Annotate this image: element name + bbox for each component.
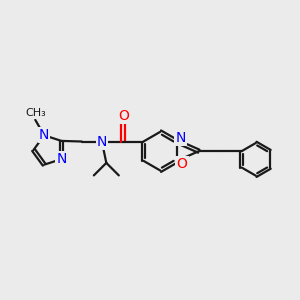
Text: CH₃: CH₃ <box>25 108 46 118</box>
Text: N: N <box>39 128 50 142</box>
Text: O: O <box>177 157 188 171</box>
Text: N: N <box>56 152 67 166</box>
Text: N: N <box>97 134 107 148</box>
Text: O: O <box>118 109 129 123</box>
Text: N: N <box>175 131 186 145</box>
